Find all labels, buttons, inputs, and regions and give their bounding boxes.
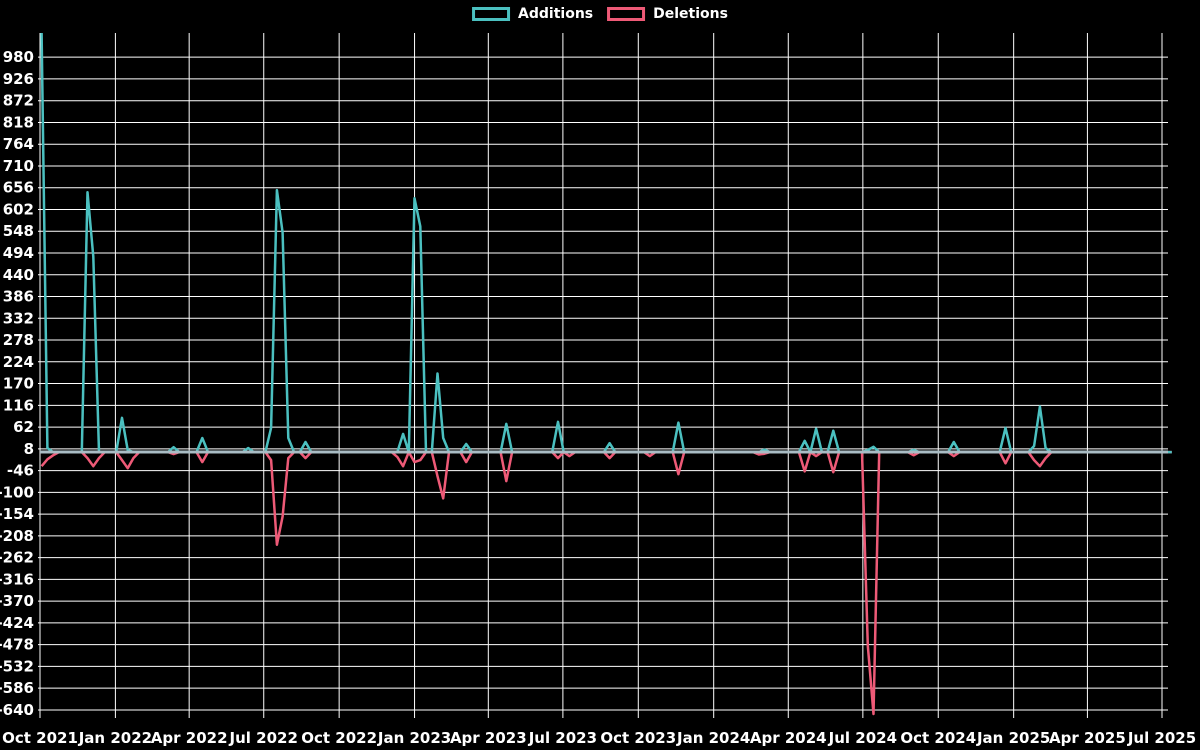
svg-text:494: 494 <box>3 244 34 262</box>
svg-text:Jul 2025: Jul 2025 <box>1127 729 1196 747</box>
svg-text:Oct 2022: Oct 2022 <box>301 729 377 747</box>
svg-text:818: 818 <box>3 113 34 131</box>
svg-text:656: 656 <box>3 179 34 197</box>
svg-text:8: 8 <box>24 440 34 458</box>
svg-text:224: 224 <box>3 353 34 371</box>
legend-label-additions: Additions <box>518 6 594 22</box>
svg-text:-46: -46 <box>7 462 34 480</box>
deletions-swatch-icon <box>607 7 646 21</box>
svg-text:-100: -100 <box>0 483 34 501</box>
svg-text:Oct 2021: Oct 2021 <box>2 729 78 747</box>
svg-text:-586: -586 <box>0 679 34 697</box>
svg-text:872: 872 <box>3 92 34 110</box>
svg-text:Apr 2025: Apr 2025 <box>1049 729 1126 747</box>
svg-text:332: 332 <box>3 309 34 327</box>
svg-text:440: 440 <box>3 266 34 284</box>
svg-text:Jul 2022: Jul 2022 <box>229 729 298 747</box>
svg-text:764: 764 <box>3 135 34 153</box>
legend-item-additions[interactable]: Additions <box>472 7 593 21</box>
svg-text:-532: -532 <box>0 657 34 675</box>
svg-text:548: 548 <box>3 222 34 240</box>
svg-text:62: 62 <box>13 418 34 436</box>
svg-text:170: 170 <box>3 375 34 393</box>
svg-text:-262: -262 <box>0 549 34 567</box>
svg-text:Jul 2024: Jul 2024 <box>828 729 897 747</box>
svg-text:Apr 2024: Apr 2024 <box>750 729 827 747</box>
svg-text:Jan 2025: Jan 2025 <box>976 729 1050 747</box>
svg-text:-424: -424 <box>0 614 34 632</box>
legend-item-deletions[interactable]: Deletions <box>607 7 728 21</box>
svg-text:-154: -154 <box>0 505 34 523</box>
svg-text:710: 710 <box>3 157 34 175</box>
svg-text:Jan 2023: Jan 2023 <box>377 729 451 747</box>
svg-text:-316: -316 <box>0 570 34 588</box>
legend-label-deletions: Deletions <box>653 6 728 22</box>
svg-text:Apr 2022: Apr 2022 <box>151 729 228 747</box>
svg-text:Jan 2024: Jan 2024 <box>676 729 750 747</box>
svg-text:Oct 2023: Oct 2023 <box>600 729 676 747</box>
svg-text:-208: -208 <box>0 527 34 545</box>
svg-text:116: 116 <box>3 396 34 414</box>
svg-text:278: 278 <box>3 331 34 349</box>
svg-text:-370: -370 <box>0 592 34 610</box>
svg-text:602: 602 <box>3 200 34 218</box>
additions-swatch-icon <box>472 7 511 21</box>
svg-text:980: 980 <box>3 48 34 66</box>
svg-text:Jul 2023: Jul 2023 <box>528 729 597 747</box>
svg-text:-640: -640 <box>0 701 34 719</box>
svg-text:Jan 2022: Jan 2022 <box>78 729 152 747</box>
svg-text:Oct 2024: Oct 2024 <box>900 729 976 747</box>
svg-text:Apr 2023: Apr 2023 <box>450 729 527 747</box>
svg-text:-478: -478 <box>0 636 34 654</box>
svg-text:926: 926 <box>3 70 34 88</box>
chart-legend: Additions Deletions <box>472 7 728 21</box>
svg-text:386: 386 <box>3 288 34 306</box>
